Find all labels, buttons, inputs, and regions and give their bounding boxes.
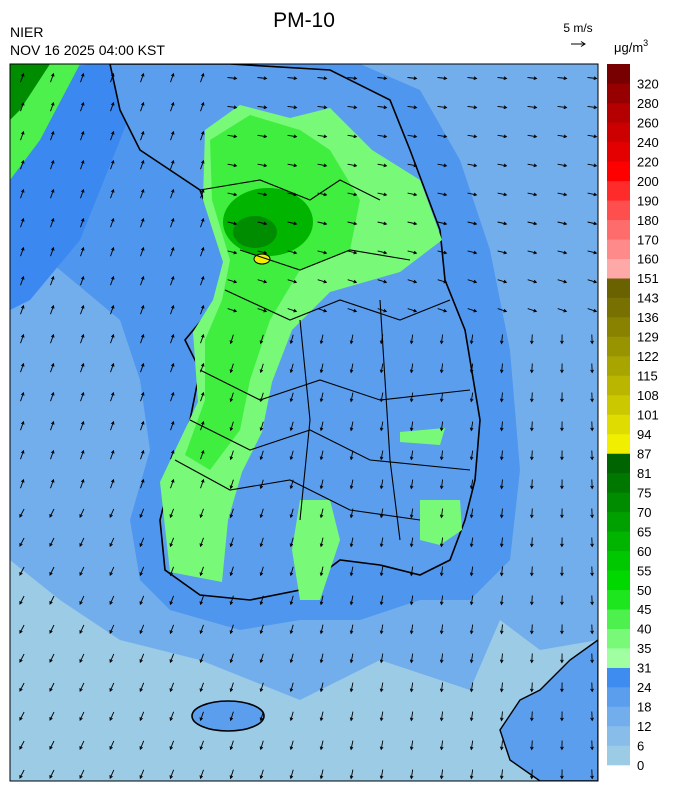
colorbar-box [607, 180, 630, 201]
green-patch-se [292, 500, 340, 600]
colorbar-box [607, 609, 630, 629]
colorbar-label: 45 [637, 602, 651, 617]
colorbar-box [607, 745, 630, 766]
colorbar-label: 115 [637, 369, 658, 384]
colorbar-label: 18 [637, 700, 651, 715]
colorbar-label: 122 [637, 349, 659, 364]
colorbar-label: 129 [637, 330, 659, 345]
colorbar-box [607, 356, 630, 376]
wind-vectors [19, 72, 598, 780]
green-zone [185, 115, 360, 470]
colorbar-box [607, 589, 630, 610]
colorbar-box [607, 648, 630, 668]
wind-arrow-set [19, 72, 598, 780]
colorbar-box [607, 453, 630, 474]
colorbar-box [607, 200, 630, 221]
seoul-peak [233, 216, 277, 248]
colorbar-box [607, 726, 630, 746]
green-patch-east [400, 428, 445, 445]
colorbar-label: 60 [637, 544, 651, 559]
colorbar-label: 55 [637, 563, 651, 578]
colorbar-label: 108 [637, 388, 659, 403]
colorbar-label: 180 [637, 213, 659, 228]
colorbar-label: 151 [637, 271, 659, 286]
unit-exponent: 3 [643, 38, 648, 48]
colorbar-box [607, 64, 630, 84]
colorbar-box [607, 122, 630, 143]
colorbar-box [607, 219, 630, 240]
colorbar-box [607, 395, 630, 415]
colorbar-label: 200 [637, 174, 659, 189]
colorbar-box [607, 102, 630, 123]
colorbar-label: 101 [637, 408, 659, 423]
colorbar-label: 160 [637, 252, 659, 267]
colorbar-box [607, 628, 630, 649]
china-coast-darkgreen [10, 64, 50, 120]
map [10, 64, 598, 781]
colorbar-label: 65 [637, 524, 651, 539]
colorbar-label: 143 [637, 291, 659, 306]
colorbar-label: 260 [637, 115, 659, 130]
colorbar-box [607, 472, 630, 493]
colorbar-box [607, 336, 630, 357]
colorbar-label: 320 [637, 76, 659, 91]
colorbar-label: 190 [637, 193, 659, 208]
colorbar-label: 75 [637, 485, 651, 500]
colorbar-box [607, 258, 630, 279]
colorbar-box [607, 83, 630, 104]
colorbar-label: 220 [637, 154, 659, 169]
colorbar-box [607, 278, 630, 298]
colorbar-box [607, 667, 630, 688]
colorbar-label: 0 [637, 758, 644, 773]
colorbar-label: 50 [637, 583, 651, 598]
colorbar-box [607, 687, 630, 707]
vector-scale-arrow [571, 41, 586, 47]
green-patch-busan [420, 500, 462, 545]
colorbar-label: 87 [637, 446, 651, 461]
colorbar-box [607, 492, 630, 513]
colorbar-box [607, 433, 630, 454]
japan [499, 639, 598, 781]
timestamp: NOV 16 2025 04:00 KST [10, 42, 165, 58]
colorbar-box [607, 706, 630, 727]
colorbar-label: 94 [637, 427, 651, 442]
colorbar-label: 81 [637, 466, 651, 481]
jeju [191, 700, 265, 732]
colorbar-box [607, 141, 630, 162]
unit: μg/m3 [614, 38, 648, 55]
title: PM-10 [273, 9, 335, 32]
colorbar-box [607, 317, 630, 337]
agency: NIER [10, 24, 43, 40]
colorbar-label: 31 [637, 661, 651, 676]
colorbar-label: 170 [637, 232, 659, 247]
colorbar-label: 70 [637, 505, 651, 520]
colorbar-box [607, 570, 630, 591]
map-frame [9, 63, 599, 782]
colorbar-box [607, 531, 630, 552]
colorbar: 0 6 12 18 24 31 35 40 45 50 55 60 65 70 75 81 87 94 101 108… [607, 64, 659, 773]
colorbar-box [607, 414, 630, 435]
colorbar-box [607, 375, 630, 396]
colorbar-box [607, 239, 630, 260]
colorbar-box [607, 161, 630, 182]
colorbar-label: 6 [637, 739, 644, 754]
unit-base: μg/m [614, 40, 643, 55]
admin-lines [174, 179, 471, 541]
colorbar-label: 35 [637, 641, 651, 656]
colorbar-label: 240 [637, 135, 659, 150]
vector-scale-label: 5 m/s [563, 21, 592, 35]
colorbar-label: 136 [637, 310, 659, 325]
colorbar-box [607, 550, 630, 571]
colorbar-label: 40 [637, 622, 651, 637]
colorbar-label: 280 [637, 96, 659, 111]
colorbar-box [607, 511, 630, 532]
colorbar-label: 12 [637, 719, 651, 734]
colorbar-label: 24 [637, 680, 651, 695]
colorbar-box [607, 297, 630, 318]
